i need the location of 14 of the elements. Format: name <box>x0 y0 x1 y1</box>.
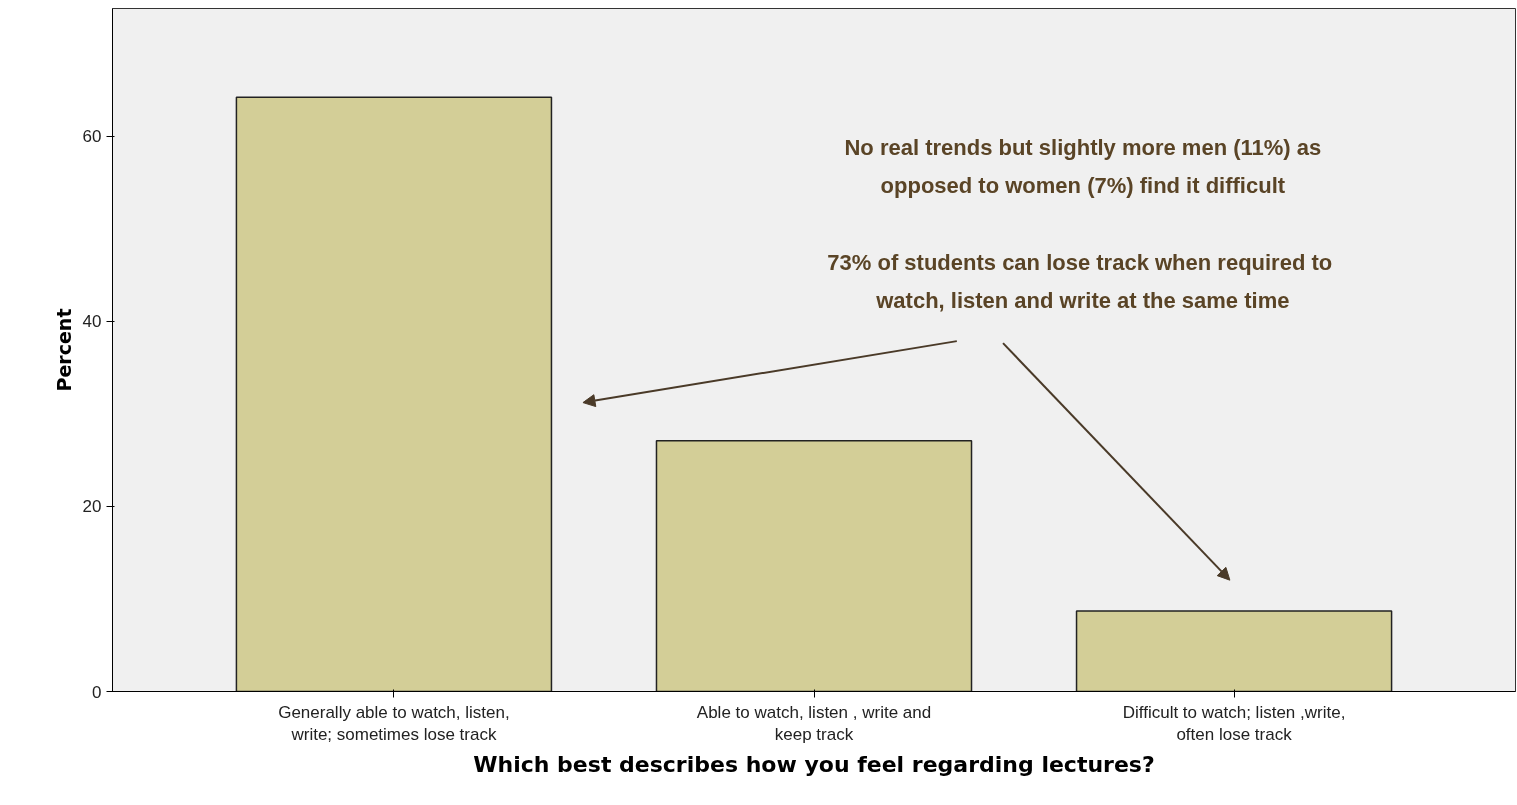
y-axis-title: Percent <box>52 308 75 392</box>
x-tick-label: Difficult to watch; listen ,write, often lose track <box>1122 702 1346 745</box>
y-tick-label: 60 <box>82 127 102 147</box>
y-tick-label: 20 <box>82 497 102 517</box>
bar <box>1075 610 1393 692</box>
x-axis-title: Which best describes how you feel regarding lectures? <box>473 752 1155 778</box>
annotation: No real trends but slightly more men (11%) as opposed to women (7%) find it difficult <box>844 134 1322 198</box>
y-tick-label: 40 <box>82 312 102 332</box>
bar <box>235 96 553 692</box>
y-tick-label: 0 <box>92 682 102 702</box>
annotation: 73% of students can lose track when required to watch, listen and write at the same time <box>827 250 1333 314</box>
x-tick-label: Able to watch, listen , write and keep track <box>696 702 932 745</box>
bar <box>655 439 973 692</box>
x-tick-label: Generally able to watch, listen, write; sometimes lose track <box>278 702 510 745</box>
